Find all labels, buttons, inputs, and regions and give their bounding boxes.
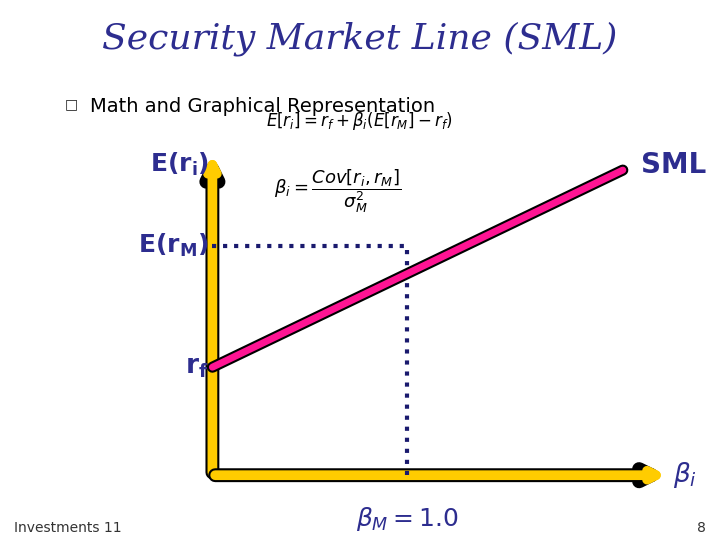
Text: Security Market Line (SML): Security Market Line (SML) (102, 22, 618, 56)
Text: $\mathbf{r_f}$: $\mathbf{r_f}$ (185, 354, 209, 380)
Text: Math and Graphical Representation: Math and Graphical Representation (90, 97, 435, 116)
Text: SML: SML (641, 151, 706, 179)
Text: $\beta_i = \dfrac{Cov[r_i, r_M]}{\sigma_M^2}$: $\beta_i = \dfrac{Cov[r_i, r_M]}{\sigma_… (274, 167, 401, 215)
Text: $\beta_i$: $\beta_i$ (673, 460, 697, 490)
Text: $\mathbf{E(r_i)}$: $\mathbf{E(r_i)}$ (150, 151, 209, 178)
Text: $E[r_i] = r_f + \beta_i(E[r_M] - r_f)$: $E[r_i] = r_f + \beta_i(E[r_M] - r_f)$ (266, 111, 454, 132)
Text: $\beta_M = 1.0$: $\beta_M = 1.0$ (356, 505, 458, 533)
Text: 8: 8 (697, 521, 706, 535)
Text: Investments 11: Investments 11 (14, 521, 122, 535)
Text: □: □ (65, 97, 78, 111)
Text: $\mathbf{E(r_M)}$: $\mathbf{E(r_M)}$ (138, 232, 209, 259)
